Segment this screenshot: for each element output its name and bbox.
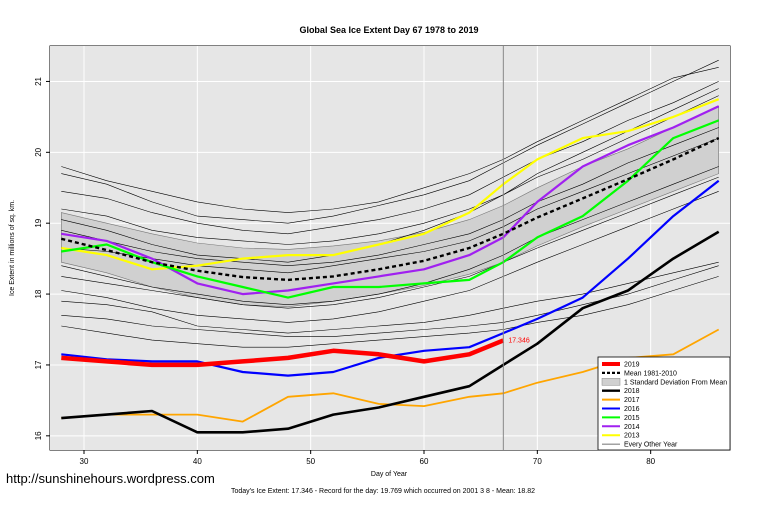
x-tick-label: 60 — [420, 457, 429, 466]
y-tick-label: 18 — [34, 289, 43, 298]
x-tick-label: 50 — [306, 457, 315, 466]
series-line-2013 — [61, 98, 720, 271]
other-year-line — [61, 95, 719, 245]
y-axis: 16 17 18 19 20 21 — [34, 76, 50, 440]
other-year-line — [61, 59, 719, 224]
legend-label: 2017 — [624, 397, 640, 404]
std-dev-band — [60, 105, 720, 308]
legend-label: 2016 — [624, 406, 640, 413]
other-year-line — [61, 81, 719, 235]
series-line-2018 — [61, 230, 720, 434]
series-line-2016 — [61, 179, 720, 377]
other-year-line — [61, 166, 719, 306]
y-axis-label: Ice Extent in millions of sq. km. — [9, 200, 16, 296]
y-tick-label: 17 — [34, 360, 43, 369]
x-tick-label: 40 — [193, 457, 202, 466]
other-year-line — [61, 261, 719, 334]
legend-label: 2015 — [624, 415, 640, 422]
y-tick-label: 21 — [34, 76, 43, 85]
x-tick-label: 70 — [533, 457, 542, 466]
series-line-2014 — [61, 105, 720, 296]
series-line-2019 — [61, 338, 505, 368]
x-axis-label: Day of Year — [371, 471, 408, 478]
other-year-line — [61, 127, 719, 267]
other-year-line — [61, 276, 719, 348]
series-line-mean-1981-2010 — [61, 137, 720, 282]
legend-label: 2014 — [624, 424, 640, 431]
legend-label: 2018 — [624, 388, 640, 395]
legend-label: Mean 1981-2010 — [624, 370, 677, 377]
y-tick-label: 19 — [34, 218, 43, 227]
legend-label: Every Other Year — [624, 442, 678, 449]
chart-title: Global Sea Ice Extent Day 67 1978 to 201… — [299, 25, 478, 35]
y-tick-label: 20 — [34, 147, 43, 156]
legend-swatch — [601, 378, 621, 386]
legend-label: 2013 — [624, 433, 640, 440]
footer-stats: Today's Ice Extent: 17.346 - Record for … — [231, 488, 535, 495]
x-tick-label: 30 — [80, 457, 89, 466]
watermark: http://sunshinehours.wordpress.com — [6, 471, 215, 486]
other-year-line — [61, 137, 719, 274]
legend-label: 1 Standard Deviation From Mean — [624, 379, 727, 386]
other-year-line — [61, 191, 719, 323]
other-year-line — [61, 176, 719, 309]
other-year-line — [61, 88, 719, 263]
y-tick-label: 16 — [34, 431, 43, 440]
legend-label: 2019 — [624, 362, 640, 369]
x-axis: 30 40 50 60 70 80 — [80, 450, 656, 466]
x-tick-label: 80 — [646, 457, 655, 466]
series-line-2015 — [61, 119, 720, 299]
other-year-line — [61, 67, 719, 213]
current-value-label: 17.346 — [508, 337, 530, 344]
